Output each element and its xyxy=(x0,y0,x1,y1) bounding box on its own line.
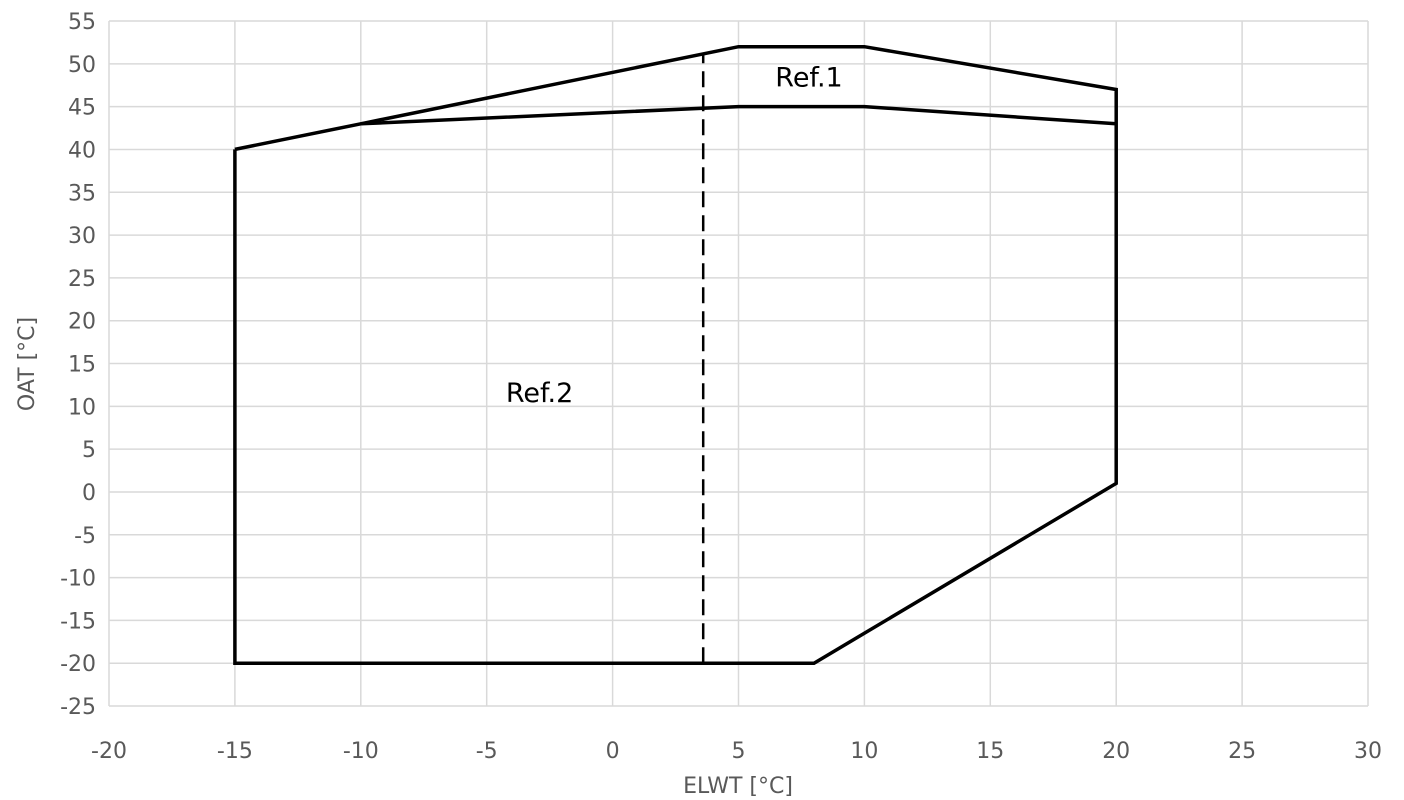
x-tick-label: 25 xyxy=(1228,739,1256,764)
y-tick-labels: -25 -20 -15 -10 -5 0 5 10 15 20 25 30 35 40 45 50 55 xyxy=(60,10,96,720)
grid xyxy=(108,20,1369,707)
x-tick-label: 10 xyxy=(850,739,878,764)
x-tick-label: 0 xyxy=(606,739,620,764)
y-tick-label: 30 xyxy=(68,224,96,249)
y-tick-label: -25 xyxy=(60,695,96,720)
y-axis-label: OAT [°C] xyxy=(15,317,40,411)
y-tick-label: 20 xyxy=(68,310,96,335)
y-tick-label: 45 xyxy=(68,96,96,121)
y-tick-label: 10 xyxy=(68,395,96,420)
annotation-label: Ref.1 xyxy=(775,63,842,94)
x-tick-label: -10 xyxy=(343,739,379,764)
x-tick-label: 15 xyxy=(976,739,1004,764)
y-tick-label: 35 xyxy=(68,181,96,206)
series-group xyxy=(233,44,1118,665)
y-tick-label: 15 xyxy=(68,353,96,378)
y-tick-label: -20 xyxy=(60,652,96,677)
series-line-1 xyxy=(360,104,1117,126)
y-tick-label: 40 xyxy=(68,138,96,163)
x-tick-label: 20 xyxy=(1102,739,1130,764)
x-tick-label: -20 xyxy=(91,739,127,764)
y-tick-label: -15 xyxy=(60,609,96,634)
series-line-0 xyxy=(233,44,1118,665)
x-tick-label: 5 xyxy=(732,739,746,764)
y-tick-label: -10 xyxy=(60,567,96,592)
y-tick-label: 5 xyxy=(82,438,96,463)
x-axis-label: ELWT [°C] xyxy=(683,774,793,799)
x-tick-labels: -20 -15 -10 -5 0 5 10 15 20 25 30 xyxy=(91,739,1382,764)
annotation-label: Ref.2 xyxy=(506,378,573,409)
y-tick-label: -5 xyxy=(74,524,96,549)
annotations: Ref.1 Ref.2 xyxy=(506,63,843,409)
y-tick-label: 0 xyxy=(82,481,96,506)
x-tick-label: -5 xyxy=(476,739,498,764)
y-tick-label: 25 xyxy=(68,267,96,292)
x-tick-label: -15 xyxy=(217,739,253,764)
x-tick-label: 30 xyxy=(1354,739,1382,764)
y-tick-label: 55 xyxy=(68,10,96,35)
y-tick-label: 50 xyxy=(68,53,96,78)
